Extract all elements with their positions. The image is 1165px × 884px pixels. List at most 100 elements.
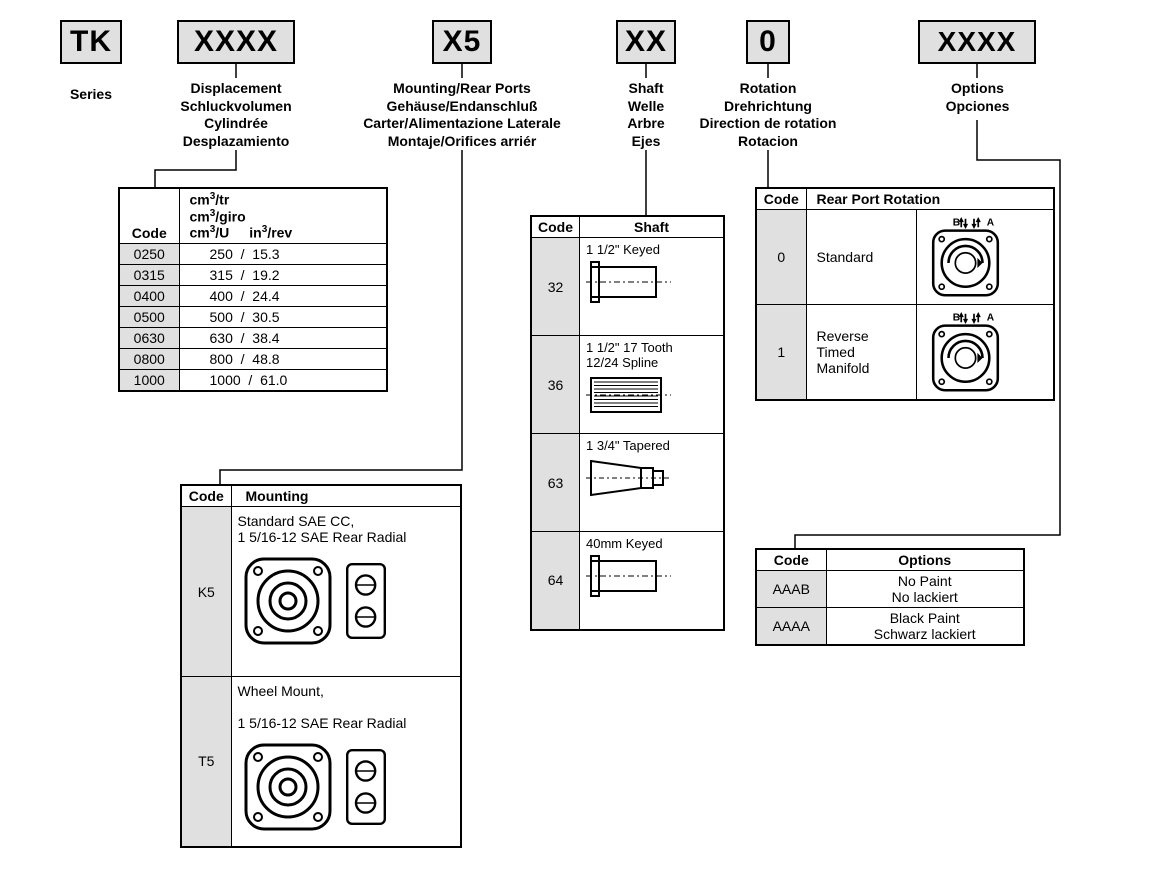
mount-code: K5 [181, 507, 231, 677]
mounting-label-3: Montaje/Orifices arriér [388, 133, 537, 149]
disp-code: 0500 [119, 306, 179, 327]
mounting-code-box: X5 [432, 20, 492, 64]
displacement-label-1: Schluckvolumen [180, 98, 291, 114]
shaft-code-box: XX [616, 20, 676, 64]
table-row: 0630 630 / 38.4 [119, 327, 387, 348]
rotation-label-1: Drehrichtung [724, 98, 812, 114]
disp-value: 630 / 38.4 [179, 327, 387, 348]
rotation-code-box: 0 [746, 20, 790, 64]
table-row: K5 Standard SAE CC, 1 5/16-12 SAE Rear R… [181, 507, 461, 677]
rot-icon-cell: B A [916, 210, 1054, 305]
shaft-header-code: Code [531, 216, 580, 238]
shaft-label-3: Ejes [632, 133, 661, 149]
disp-code: 0400 [119, 285, 179, 306]
shaft-code: 36 [531, 336, 580, 434]
table-row: T5 Wheel Mount, 1 5/16-12 SAE Rear Radia… [181, 677, 461, 847]
mounting-label: Mounting/Rear Ports Gehäuse/Endanschluß … [352, 80, 572, 150]
rotation-header-rot: Rear Port Rotation [806, 188, 1054, 210]
series-label-0: Series [70, 86, 112, 102]
rot-icon-cell: B A [916, 305, 1054, 400]
opt-code: AAAB [756, 571, 826, 608]
table-row: 0500 500 / 30.5 [119, 306, 387, 327]
shaft-code: 64 [531, 532, 580, 630]
opt-code: AAAA [756, 608, 826, 646]
shaft-desc: 40mm Keyed [580, 532, 725, 630]
table-row: AAAA Black Paint Schwarz lackiert [756, 608, 1024, 646]
rotation-label-3: Rotacion [738, 133, 798, 149]
flange-icon [238, 551, 338, 651]
disp-header-code: Code [119, 188, 179, 243]
mounting-label-2: Carter/Alimentazione Laterale [363, 115, 561, 131]
table-row: 64 40mm Keyed [531, 532, 724, 630]
shaft-header-shaft: Shaft [580, 216, 725, 238]
opt-desc: Black Paint Schwarz lackiert [826, 608, 1024, 646]
disp-value: 400 / 24.4 [179, 285, 387, 306]
disp-value: 250 / 15.3 [179, 243, 387, 264]
mounting-table: Code Mounting K5 Standard SAE CC, 1 5/16… [180, 484, 462, 848]
flange-icon [238, 737, 338, 837]
mounting-label-1: Gehäuse/Endanschluß [387, 98, 538, 114]
rear-port-icon: B A [923, 217, 1008, 297]
table-row: 1 Reverse Timed Manifold B A [756, 305, 1054, 400]
mount-code: T5 [181, 677, 231, 847]
disp-value: 800 / 48.8 [179, 348, 387, 369]
options-label: Options Opciones [930, 80, 1025, 115]
disp-value: 1000 / 61.0 [179, 369, 387, 391]
options-label-1: Opciones [946, 98, 1010, 114]
rotation-label: Rotation Drehrichtung Direction de rotat… [690, 80, 846, 150]
rot-desc: Reverse Timed Manifold [806, 305, 916, 400]
rot-code: 0 [756, 210, 806, 305]
options-table: Code Options AAAB No Paint No lackiertAA… [755, 548, 1025, 646]
shaft-code: 32 [531, 238, 580, 336]
shaft-label-2: Arbre [627, 115, 664, 131]
options-code-box: XXXX [918, 20, 1036, 64]
disp-value: 500 / 30.5 [179, 306, 387, 327]
rear-port-icon: B A [923, 312, 1008, 392]
displacement-label-2: Cylindrée [204, 115, 268, 131]
disp-code: 0630 [119, 327, 179, 348]
shaft-label-1: Welle [628, 98, 664, 114]
rotation-label-0: Rotation [740, 80, 797, 96]
svg-text:A: A [986, 312, 994, 323]
shaft-label-0: Shaft [629, 80, 664, 96]
opt-desc: No Paint No lackiert [826, 571, 1024, 608]
rotation-table: Code Rear Port Rotation 0 Standard B A 1… [755, 187, 1055, 401]
table-row: 36 1 1/2" 17 Tooth 12/24 Spline [531, 336, 724, 434]
displacement-label-3: Desplazamiento [183, 133, 290, 149]
displacement-label-0: Displacement [190, 80, 281, 96]
mounting-header-mounting: Mounting [231, 485, 461, 507]
table-row: 0400 400 / 24.4 [119, 285, 387, 306]
table-row: AAAB No Paint No lackiert [756, 571, 1024, 608]
table-row: 63 1 3/4" Tapered [531, 434, 724, 532]
tapered-shaft-icon [586, 453, 671, 503]
disp-code: 0250 [119, 243, 179, 264]
keyed-shaft-icon [586, 257, 671, 307]
mount-desc: Standard SAE CC, 1 5/16-12 SAE Rear Radi… [231, 507, 461, 677]
displacement-code-box: XXXX [177, 20, 295, 64]
port-block-icon [344, 561, 388, 641]
shaft-desc: 1 1/2" 17 Tooth 12/24 Spline [580, 336, 725, 434]
displacement-table: Code cm3/trcm3/giro cm3/Uin3/rev 0250 25… [118, 187, 388, 392]
disp-code: 1000 [119, 369, 179, 391]
svg-text:B: B [952, 312, 959, 323]
table-row: 0315 315 / 19.2 [119, 264, 387, 285]
disp-header-units: cm3/trcm3/giro cm3/Uin3/rev [179, 188, 387, 243]
rotation-label-2: Direction de rotation [700, 115, 837, 131]
port-block-icon [344, 747, 388, 827]
series-code-box: TK [60, 20, 122, 64]
table-row: 32 1 1/2" Keyed [531, 238, 724, 336]
table-row: 0250 250 / 15.3 [119, 243, 387, 264]
table-row: 0 Standard B A [756, 210, 1054, 305]
mounting-header-code: Code [181, 485, 231, 507]
svg-text:A: A [986, 218, 994, 229]
rot-code: 1 [756, 305, 806, 400]
disp-code: 0800 [119, 348, 179, 369]
series-label: Series [50, 86, 132, 104]
table-row: 1000 1000 / 61.0 [119, 369, 387, 391]
options-label-0: Options [951, 80, 1004, 96]
spline-shaft-icon [586, 370, 671, 420]
shaft-code: 63 [531, 434, 580, 532]
options-header-opt: Options [826, 549, 1024, 571]
shaft-table: Code Shaft 32 1 1/2" Keyed 36 1 1/2" 17 … [530, 215, 725, 631]
table-row: 0800 800 / 48.8 [119, 348, 387, 369]
